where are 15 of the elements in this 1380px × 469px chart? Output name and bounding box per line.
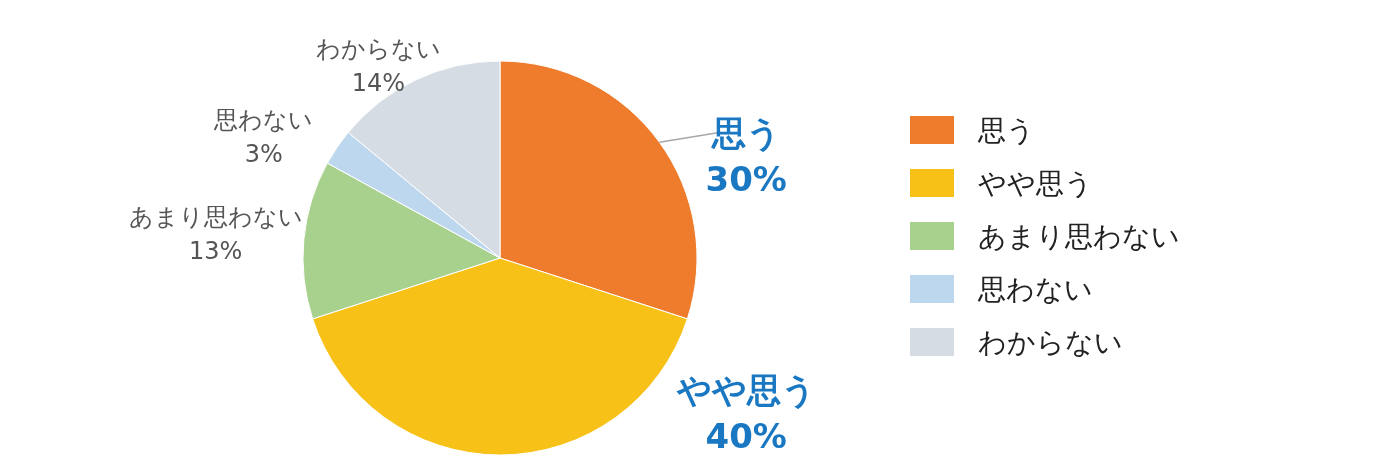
data-label: 40% (705, 415, 787, 456)
legend-label: 思う (977, 114, 1035, 147)
slice-label: 思わない (213, 105, 314, 134)
slice-label: やや思う (675, 369, 816, 410)
data-label: 14% (351, 68, 406, 97)
data-label: 3% (244, 139, 283, 168)
data-label: 30% (705, 159, 787, 200)
legend-label: わからない (978, 326, 1123, 359)
data-label: 13% (188, 236, 243, 265)
slice-label: 思う (709, 113, 781, 154)
slice-label: あまり思わない (128, 202, 303, 231)
legend-label: あまり思わない (978, 220, 1180, 253)
legend-label: やや思う (978, 167, 1093, 200)
slice-label: わからない (315, 34, 441, 63)
legend-label: 思わない (977, 273, 1093, 306)
